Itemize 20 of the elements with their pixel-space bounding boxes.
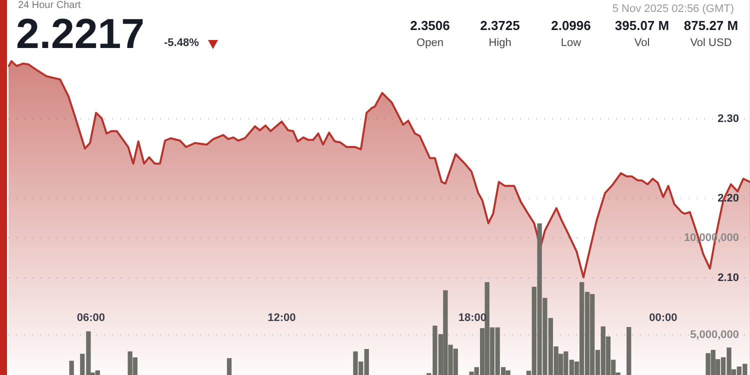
annotation: Vol [633, 36, 651, 50]
x-tick-label: 12:00 [268, 312, 296, 324]
annotation: -5.48% [164, 37, 199, 50]
x-tick-label: 00:00 [649, 312, 678, 324]
x-tick-label: 06:00 [76, 312, 106, 324]
y2-tick-label: 5,000,000 [690, 329, 739, 342]
y-tick-label: 2.10 [718, 272, 739, 284]
annotation: Low [560, 36, 582, 50]
annotation: High [488, 36, 512, 50]
annotation: 2.0996 [550, 18, 592, 34]
annotation: 2.2217 [16, 10, 144, 57]
annotation: 875.27 M [682, 18, 740, 34]
annotation: Open [416, 36, 444, 50]
annotation: 2.3725 [479, 18, 521, 34]
chart-title: 24 Hour Chart [18, 0, 81, 11]
annotation: 2.3506 [409, 18, 451, 34]
y-tick-label: 2.30 [718, 113, 739, 126]
annotation: Vol USD [689, 36, 733, 50]
chart-subtitle: 5 Nov 2025 02:56 (GMT) [612, 3, 734, 15]
annotation: 395.07 M [614, 18, 670, 34]
